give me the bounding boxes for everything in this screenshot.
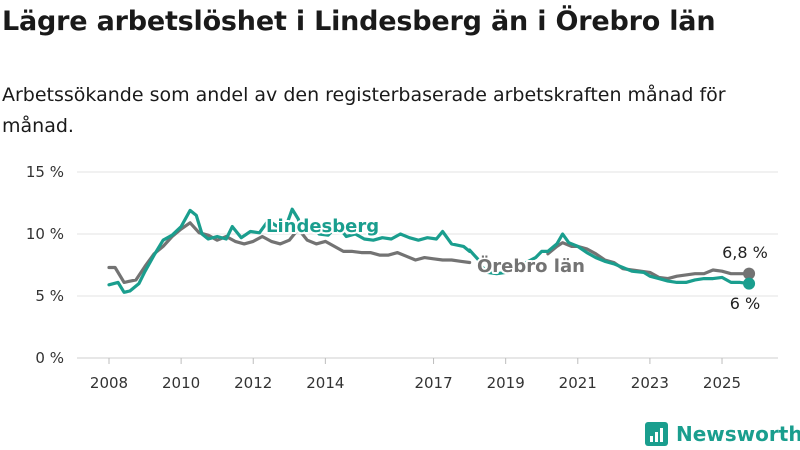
end-value-label: 6 % xyxy=(730,294,760,313)
x-tick-label: 2019 xyxy=(487,374,525,392)
x-tick-label: 2008 xyxy=(90,374,128,392)
newsworthy-logo-icon xyxy=(645,422,668,446)
x-tick-label: 2025 xyxy=(703,374,741,392)
series-label: Örebro län xyxy=(477,255,585,277)
series-labels: 6,8 % 6 % Lindesberg Örebro län xyxy=(264,214,768,313)
chart-title: Lägre arbetslöshet i Lindesberg än i Öre… xyxy=(2,6,716,37)
series-end-point xyxy=(743,277,756,290)
series-line xyxy=(468,232,751,286)
brand-name: Newsworthy xyxy=(676,422,800,446)
series-end-point xyxy=(743,267,756,280)
newsworthy-brand[interactable]: Newsworthy xyxy=(645,420,800,448)
x-tick-label: 2023 xyxy=(631,374,669,392)
x-tick-label: 2017 xyxy=(414,374,452,392)
y-tick-label: 5 % xyxy=(35,287,64,305)
axis-labels: 0 % 5 % 10 % 15 % 2008 2010 2012 2014 2017 2019 20… xyxy=(26,163,741,392)
series-line xyxy=(107,221,472,284)
x-tick-label: 2021 xyxy=(559,374,597,392)
gridlines xyxy=(77,171,778,359)
series-label: Lindesberg xyxy=(266,216,379,237)
x-tick-label: 2014 xyxy=(306,374,344,392)
x-tick-label: 2010 xyxy=(162,374,200,392)
x-tick-label: 2012 xyxy=(234,374,272,392)
series-lines xyxy=(107,207,756,294)
end-value-label: 6,8 % xyxy=(722,243,768,262)
y-tick-label: 15 % xyxy=(26,163,64,181)
y-tick-label: 0 % xyxy=(35,349,64,367)
series-line xyxy=(107,207,472,294)
line-chart: 0 % 5 % 10 % 15 % 2008 2010 2012 2014 2017 2019 20… xyxy=(26,163,778,392)
y-tick-label: 10 % xyxy=(26,225,64,243)
chart-subtitle: Arbetssökande som andel av den registerb… xyxy=(2,84,726,137)
